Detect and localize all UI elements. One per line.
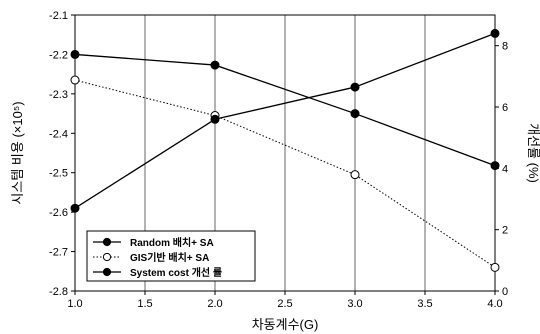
series-2-point <box>70 75 80 85</box>
series-3-point <box>490 28 500 38</box>
legend-box <box>86 230 256 282</box>
y-axis-left-label: 시스템 비용 (×10⁵) <box>10 101 25 204</box>
series-1-point <box>70 49 80 59</box>
y-axis-right-label: 개선률 (%) <box>526 123 540 183</box>
y-left-tick-label: -2.5 <box>49 168 68 180</box>
series-2-point <box>350 170 360 180</box>
series-3-point <box>70 203 80 213</box>
series-1-point <box>210 60 220 70</box>
series-1-point <box>350 109 360 119</box>
x-axis-label: 차동계수(G) <box>252 317 319 332</box>
series-line-3 <box>74 32 496 209</box>
y-left-tick-label: -2.3 <box>49 89 68 101</box>
series-line-1 <box>74 53 496 167</box>
y-left-tick-label: -2.7 <box>49 247 68 259</box>
legend-marker-2 <box>102 252 112 262</box>
series-1-point <box>490 161 500 171</box>
x-tick-label: 2.5 <box>277 298 292 310</box>
legend-marker-3 <box>102 267 112 277</box>
y-right-tick-label: 4 <box>502 163 508 175</box>
series-group <box>70 28 500 272</box>
x-tick-label: 3.0 <box>347 298 362 310</box>
y-left-tick-label: -2.6 <box>49 207 68 219</box>
legend: Random 배치+ SA GIS기반 배치+ SA System cost 개선 … <box>86 230 256 282</box>
axis-ticks: 1.0 1.5 2.0 2.5 3.0 3.5 4.0 -2.1 -2.2 -2.3 -2.4 -2.… <box>49 10 508 310</box>
x-tick-label: 1.5 <box>137 298 152 310</box>
series-3-point <box>210 114 220 124</box>
legend-label-2: GIS기반 배치+ SA <box>130 251 209 264</box>
y-right-tick-label: 2 <box>502 225 508 237</box>
series-2-point <box>490 262 500 272</box>
legend-marker-1 <box>102 237 112 247</box>
y-left-tick-label: -2.1 <box>49 10 68 22</box>
x-tick-label: 1.0 <box>67 298 82 310</box>
y-right-tick-label: 6 <box>502 102 508 114</box>
legend-label-1: Random 배치+ SA <box>130 236 214 249</box>
y-left-tick-label: -2.4 <box>49 128 68 140</box>
y-right-tick-label: 0 <box>502 286 508 298</box>
y-right-tick-label: 8 <box>502 41 508 53</box>
y-left-tick-label: -2.8 <box>49 286 68 298</box>
x-tick-label: 3.5 <box>417 298 432 310</box>
legend-label-3: System cost 개선 률 <box>130 266 222 279</box>
x-tick-label: 4.0 <box>487 298 502 310</box>
x-tick-label: 2.0 <box>207 298 222 310</box>
y-left-tick-label: -2.2 <box>49 49 68 61</box>
series-3-point <box>350 82 360 92</box>
